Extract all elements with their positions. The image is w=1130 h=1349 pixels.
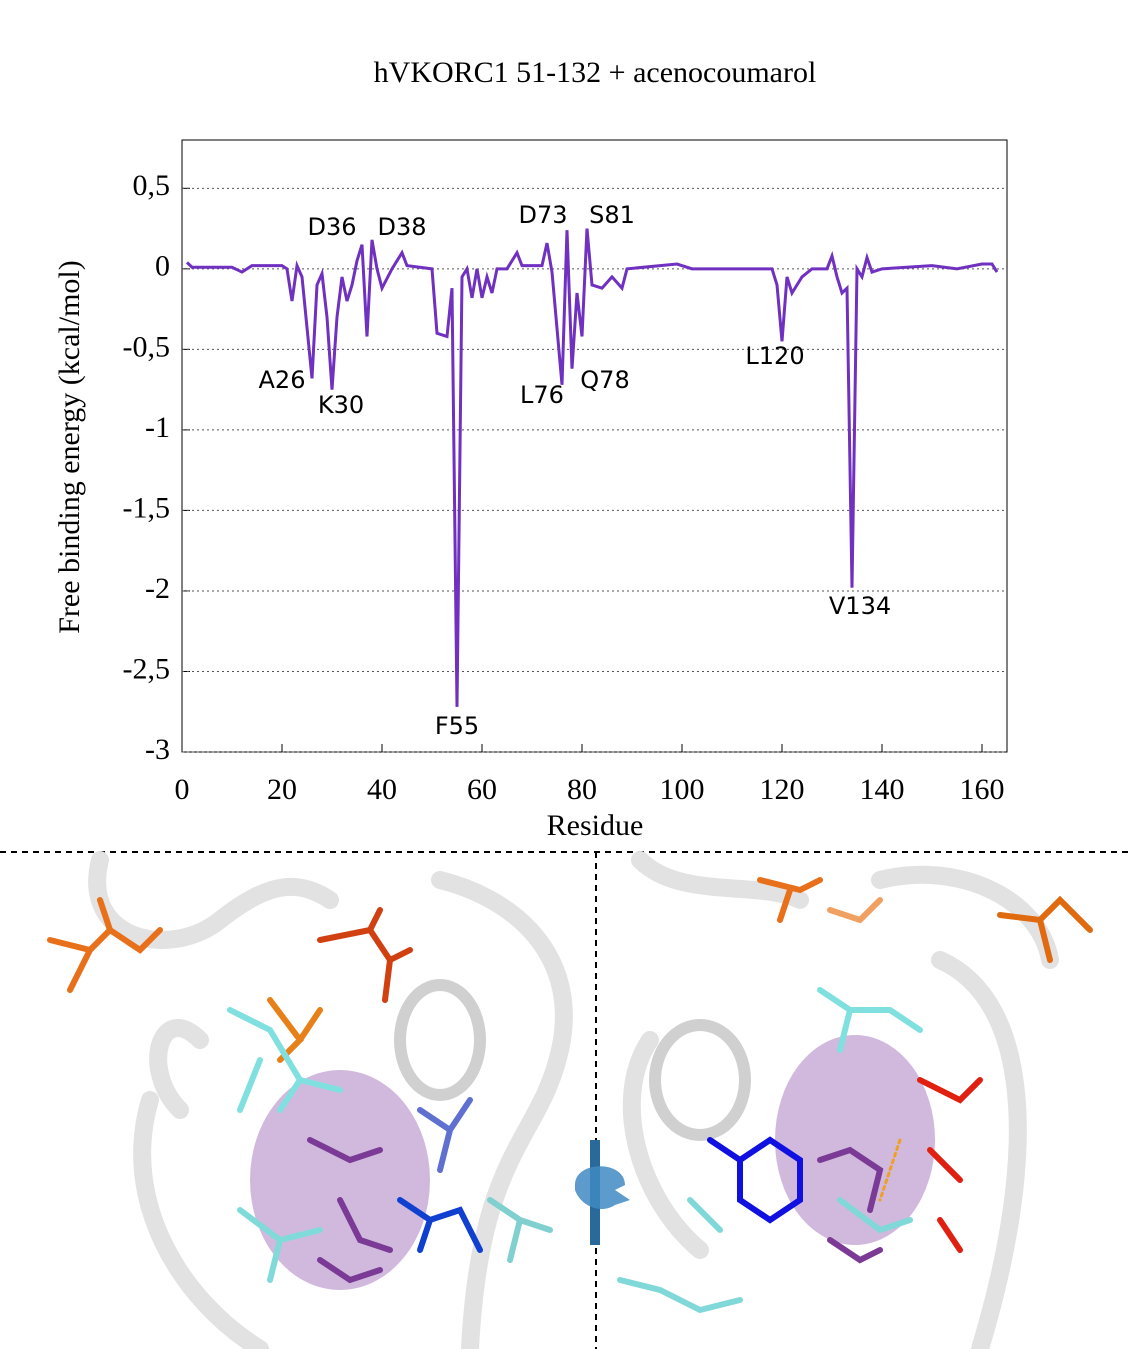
annotation: A26 [259, 366, 306, 394]
annotation: D73 [518, 201, 567, 229]
annotation: D36 [307, 213, 356, 241]
data-line [185, 228, 999, 707]
annotation: L76 [520, 381, 564, 409]
annotation: L120 [745, 342, 804, 370]
y-tick-label: 0 [155, 250, 170, 283]
x-tick-label: 100 [660, 773, 705, 806]
x-tick-label: 140 [860, 773, 905, 806]
ligand-surface [775, 1035, 935, 1245]
y-tick-label: -1,5 [123, 491, 171, 524]
annotation: Q78 [580, 366, 629, 394]
annotation: F55 [435, 712, 479, 740]
y-axis-label: Free binding energy (kcal/mol) [53, 260, 86, 634]
annotation: K30 [318, 391, 364, 419]
y-tick-label: 0,5 [133, 169, 171, 202]
x-tick-label: 20 [267, 773, 297, 806]
x-tick-label: 120 [760, 773, 805, 806]
helix [394, 979, 486, 1101]
x-tick-label: 60 [467, 773, 497, 806]
annotation: S81 [589, 201, 635, 229]
x-tick-label: 160 [960, 773, 1005, 806]
annotation: D38 [377, 213, 426, 241]
y-tick-label: -2 [145, 572, 170, 605]
plot-area: -3 -2,5 -2 -1,5 -1 -0,5 0 0,5 0 20 40 60 80 100 120 140… [123, 139, 1008, 806]
x-tick-label: 0 [175, 773, 190, 806]
y-tick-label: -0,5 [123, 330, 171, 363]
y-tick-label: -3 [145, 733, 170, 766]
annotation: V134 [829, 592, 891, 620]
y-tick-label: -2,5 [123, 652, 171, 685]
helix [649, 1019, 751, 1141]
chart-title: hVKORC1 51-132 + acenocoumarol [374, 56, 817, 89]
molecule-image [0, 851, 1130, 1349]
x-tick-label: 40 [367, 773, 397, 806]
plot-frame [181, 139, 1008, 753]
y-tick-label: -1 [145, 411, 170, 444]
x-axis-label: Residue [547, 809, 644, 842]
sticks [47, 877, 1093, 1314]
rotation-arrow [575, 1166, 630, 1210]
x-tick-label: 80 [567, 773, 597, 806]
